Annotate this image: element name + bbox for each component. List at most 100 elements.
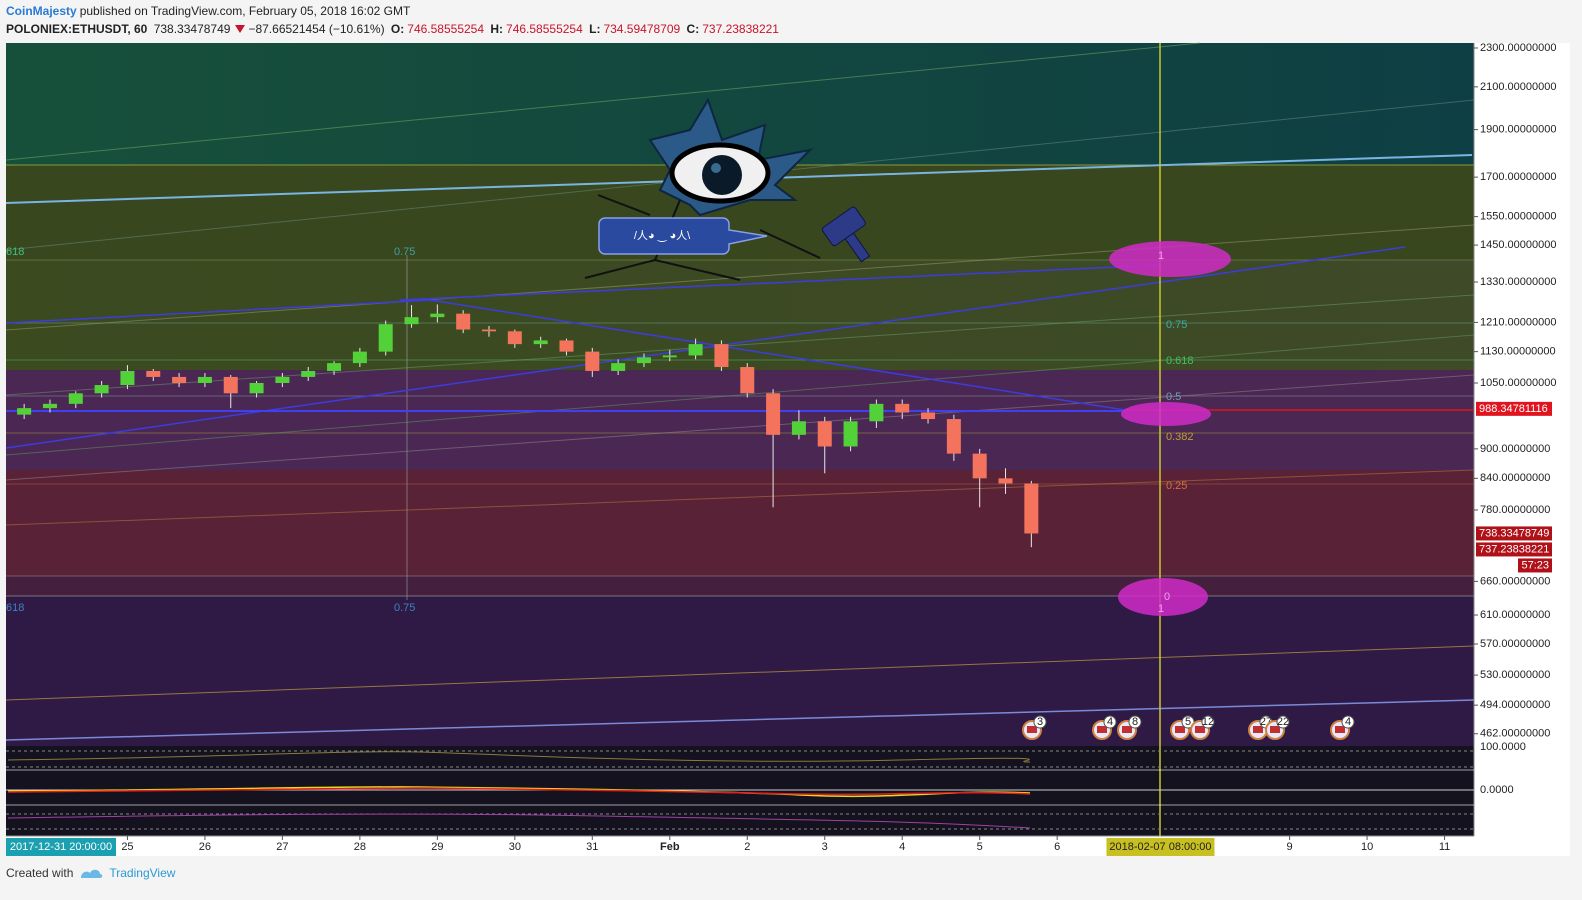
y-tick-label: 2300.00000000 [1480, 42, 1556, 54]
y-tick-label: 1130.00000000 [1480, 346, 1556, 358]
candle-body [843, 421, 858, 447]
candle-body [714, 344, 729, 368]
countdown-box [1518, 558, 1552, 573]
event-flag [1175, 726, 1185, 733]
created-with: Created with [6, 866, 74, 880]
x-tick-label: 30 [509, 841, 521, 853]
event-count-bg [1103, 715, 1117, 729]
candle-body [817, 421, 832, 447]
event-flag [1253, 726, 1263, 733]
candle-body [275, 376, 290, 383]
y-tick-label: 462.00000000 [1480, 728, 1550, 740]
x-tick-label: 26 [199, 841, 211, 853]
event-flag [1097, 726, 1107, 733]
candle-body [895, 403, 910, 413]
event-count-bg [1201, 715, 1215, 729]
high: 746.58555254 [506, 22, 583, 36]
x-tick-label: 9 [1287, 841, 1293, 853]
published: published on TradingView.com, February 0… [79, 4, 411, 18]
candle-body [249, 382, 264, 394]
fib-label: 1 [1158, 250, 1164, 262]
candle-body [378, 324, 393, 352]
y-tick-label: 1550.00000000 [1480, 211, 1556, 223]
price-label-box [1476, 526, 1552, 541]
cursor-x-box [1106, 838, 1215, 856]
candle-body [301, 370, 316, 377]
event-count: 8 [1132, 716, 1138, 728]
candle-body [430, 313, 445, 318]
candle-body [585, 351, 600, 371]
fib-label: 0.75 [1166, 319, 1187, 331]
price-label: 737.23838221 [1479, 543, 1549, 555]
event-flag [1027, 726, 1037, 733]
event-count: 4 [1107, 716, 1113, 728]
fib-bands [6, 43, 1570, 856]
event-count: 12 [1202, 716, 1214, 728]
event-count-bg [1341, 715, 1355, 729]
y-tick-label: 1210.00000000 [1480, 316, 1556, 328]
y-tick-label: 2100.00000000 [1480, 81, 1556, 93]
candle-body [533, 340, 548, 345]
candle-body [146, 370, 161, 377]
fib-label: 0.75 [394, 246, 415, 258]
y-tick-label: 780.00000000 [1480, 504, 1550, 516]
candle-body [1024, 483, 1039, 534]
price-label-box [1476, 401, 1552, 416]
x-tick-label: 31 [586, 841, 598, 853]
candle-body [688, 344, 703, 356]
y-tick-label: 494.00000000 [1480, 699, 1550, 711]
ellipses [1109, 241, 1231, 616]
y-tick-label: 1700.00000000 [1480, 171, 1556, 183]
indicator-tick: 100.0000 [1480, 741, 1526, 753]
bubble-text: /人◕ ‿ ◕人\ [634, 229, 691, 242]
fib-label: 618 [6, 602, 24, 614]
candle-body [972, 453, 987, 479]
event-count: 3 [1037, 716, 1043, 728]
candle-body [482, 329, 497, 332]
fib-label: 0.75 [394, 602, 415, 614]
chart: 2300.000000002100.000000001900.000000001… [5, 42, 1570, 856]
x-tick-label: 25 [121, 841, 133, 853]
change: −87.66521454 (−10.61%) [248, 22, 385, 36]
y-tick-label: 1050.00000000 [1480, 377, 1556, 389]
candle-body [223, 376, 238, 394]
l-label: L: [589, 22, 601, 36]
fib-label: 0.382 [1166, 431, 1194, 443]
fib-label: 0.25 [1166, 480, 1187, 492]
y-tick-label: 900.00000000 [1480, 443, 1550, 455]
x-tick-label: 10 [1361, 841, 1373, 853]
y-tick-label: 1900.00000000 [1480, 124, 1556, 136]
candle-body [921, 412, 936, 420]
y-tick-label: 610.00000000 [1480, 609, 1550, 621]
candle-body [507, 331, 522, 345]
candle-body [197, 376, 212, 383]
price-label: 988.34781116 [1479, 403, 1548, 415]
candle-body [662, 355, 677, 358]
fib-label: 618 [6, 246, 24, 258]
x-tick-label: 5 [977, 841, 983, 853]
candle-body [42, 403, 57, 409]
brand[interactable]: TradingView [109, 866, 176, 880]
y-tick-label: 530.00000000 [1480, 669, 1550, 681]
x-tick-label: 29 [431, 841, 443, 853]
indicator-tick: 0.0000 [1480, 784, 1514, 796]
event-count: 5 [1185, 716, 1191, 728]
event-count-bg [1276, 715, 1290, 729]
candle-body [740, 367, 755, 394]
event-flag [1122, 726, 1132, 733]
fib-label: 1 [1158, 603, 1164, 615]
event-count: 22 [1277, 716, 1289, 728]
x-tick-label: 3 [822, 841, 828, 853]
candle-body [352, 351, 367, 364]
x-tick-label: 4 [899, 841, 905, 853]
y-tick-label: 1330.00000000 [1480, 276, 1556, 288]
event-flag [1195, 726, 1205, 733]
author[interactable]: CoinMajesty [6, 4, 77, 18]
fib-label: 0.618 [1166, 355, 1194, 367]
open: 746.58555254 [407, 22, 485, 36]
candle-body [404, 317, 419, 325]
event-count-bg [1128, 715, 1142, 729]
candle-body [946, 419, 961, 454]
x-tick-label: 2 [744, 841, 750, 853]
indicators [6, 750, 1474, 830]
